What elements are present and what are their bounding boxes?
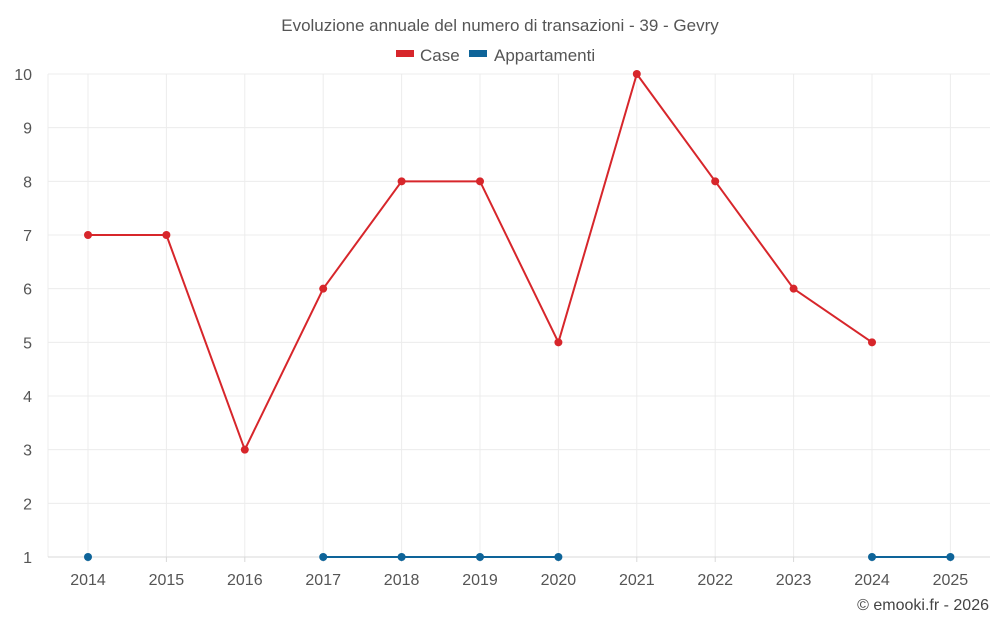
data-point-case[interactable] <box>711 177 720 186</box>
series-layer <box>84 70 955 561</box>
x-tick-label: 2023 <box>776 572 812 589</box>
data-point-case[interactable] <box>397 177 406 186</box>
data-point-case[interactable] <box>476 177 484 186</box>
data-point-appartamenti[interactable] <box>554 553 563 561</box>
y-tick-label: 10 <box>14 67 32 84</box>
legend-swatch-case[interactable] <box>396 50 414 57</box>
data-point-case[interactable] <box>240 445 249 454</box>
x-tick-label: 2017 <box>305 572 341 589</box>
series-case <box>84 70 876 454</box>
y-tick-label: 5 <box>23 335 32 352</box>
data-point-appartamenti[interactable] <box>868 553 876 561</box>
y-tick-label: 4 <box>23 389 32 406</box>
data-point-appartamenti[interactable] <box>476 553 484 561</box>
data-point-case[interactable] <box>162 231 171 239</box>
y-tick-label: 1 <box>23 550 32 567</box>
data-point-appartamenti[interactable] <box>946 553 955 561</box>
x-axis: 2014 2015 2016 2017 2018 2019 2020 2021 2022 2023… <box>48 556 990 589</box>
data-point-case[interactable] <box>84 231 92 239</box>
data-point-case[interactable] <box>319 284 328 293</box>
legend-label-appartamenti[interactable]: Appartamenti <box>494 46 595 65</box>
y-tick-label: 7 <box>23 228 32 245</box>
y-tick-label: 3 <box>23 443 32 460</box>
x-tick-label: 2022 <box>697 572 733 589</box>
legend-swatch-appartamenti[interactable] <box>469 50 487 57</box>
data-point-appartamenti[interactable] <box>397 553 406 561</box>
y-tick-label: 9 <box>23 121 32 138</box>
x-tick-label: 2015 <box>149 572 185 589</box>
legend-label-case[interactable]: Case <box>420 46 460 65</box>
y-axis: 1 2 3 4 5 6 7 8 9 10 <box>14 67 49 567</box>
series-appartamenti <box>84 553 955 561</box>
data-point-case[interactable] <box>632 70 641 78</box>
x-tick-label: 2021 <box>619 572 655 589</box>
x-tick-label: 2020 <box>541 572 577 589</box>
chart-title: Evoluzione annuale del numero di transaz… <box>281 16 719 35</box>
y-tick-label: 6 <box>23 282 32 299</box>
data-point-case[interactable] <box>868 338 876 347</box>
y-tick-label: 8 <box>23 174 32 191</box>
data-point-case[interactable] <box>554 338 563 347</box>
legend: Case Appartamenti <box>396 46 595 65</box>
x-tick-label: 2016 <box>227 572 263 589</box>
data-point-case[interactable] <box>789 284 798 293</box>
credit-text: © emooki.fr - 2026 <box>857 597 989 614</box>
x-tick-label: 2024 <box>854 572 890 589</box>
x-tick-label: 2019 <box>462 572 498 589</box>
grid <box>48 73 990 557</box>
data-point-appartamenti[interactable] <box>84 553 92 561</box>
x-tick-label: 2014 <box>70 572 106 589</box>
x-tick-label: 2018 <box>384 572 420 589</box>
x-tick-label: 2025 <box>933 572 969 589</box>
y-tick-label: 2 <box>23 496 32 513</box>
data-point-appartamenti[interactable] <box>319 553 328 561</box>
